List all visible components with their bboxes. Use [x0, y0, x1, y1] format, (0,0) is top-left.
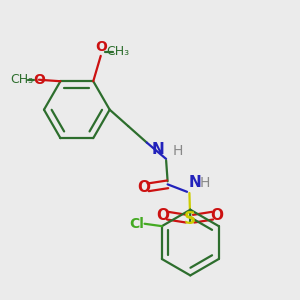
Text: S: S	[184, 210, 196, 228]
Text: H: H	[200, 176, 210, 190]
Text: N: N	[188, 175, 201, 190]
Text: O: O	[137, 180, 150, 195]
Text: N: N	[152, 142, 165, 158]
Text: H: H	[173, 144, 183, 158]
Text: Cl: Cl	[130, 217, 145, 231]
Text: O: O	[210, 208, 224, 223]
Text: CH₃: CH₃	[10, 73, 33, 86]
Text: O: O	[95, 40, 107, 54]
Text: CH₃: CH₃	[106, 45, 129, 58]
Text: O: O	[157, 208, 169, 223]
Text: O: O	[33, 73, 45, 87]
